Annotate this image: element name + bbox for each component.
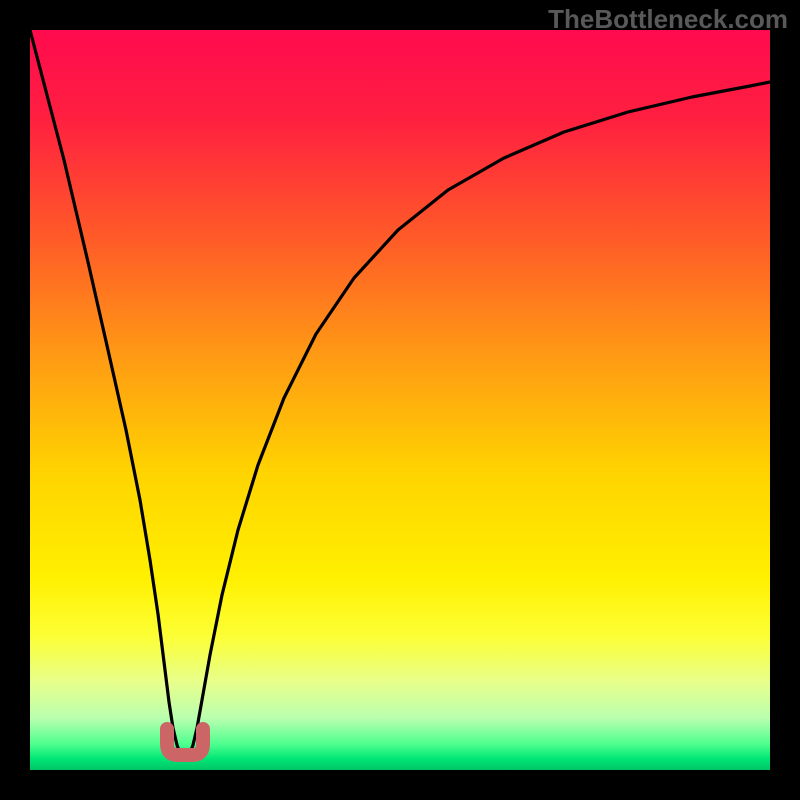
chart-container: TheBottleneck.com [0, 0, 800, 800]
plot-background [30, 30, 770, 770]
bottleneck-plot [30, 30, 770, 770]
